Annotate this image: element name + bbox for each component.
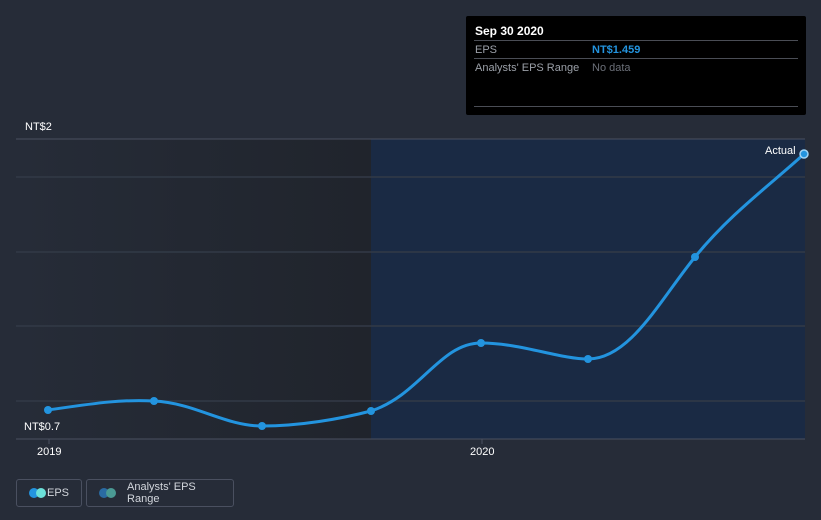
tooltip-eps-value: NT$1.459 [592,44,641,56]
legend-eps-button[interactable]: EPS [16,479,82,507]
tooltip-eps-label: EPS [475,44,498,56]
tooltip-range-value: No data [592,62,631,74]
eps-legend-icon [29,488,46,498]
actual-annotation: Actual [765,145,796,157]
tooltip-range-label: Analysts' EPS Range [475,62,580,74]
legend-analysts-range-button[interactable]: Analysts' EPS Range [86,479,234,507]
legend-eps-label: EPS [46,487,69,499]
data-tooltip: Sep 30 2020 EPS NT$1.459 Analysts' EPS R… [466,16,806,115]
x-axis-label-2020: 2020 [470,446,495,458]
y-axis-top-label: NT$2 [25,121,52,133]
tooltip-divider [474,106,798,107]
tooltip-date: Sep 30 2020 [475,24,544,38]
legend-analysts-range-label: Analysts' EPS Range [127,481,196,505]
tooltip-row-eps: EPS NT$1.459 [474,40,798,58]
analysts-range-legend-icon [99,488,117,498]
tooltip-row-range: Analysts' EPS Range No data [474,58,798,76]
y-axis-bottom-label: NT$0.7 [24,421,61,433]
eps-data-points [44,149,809,430]
x-axis-label-2019: 2019 [37,446,62,458]
forecast-region [371,139,805,439]
